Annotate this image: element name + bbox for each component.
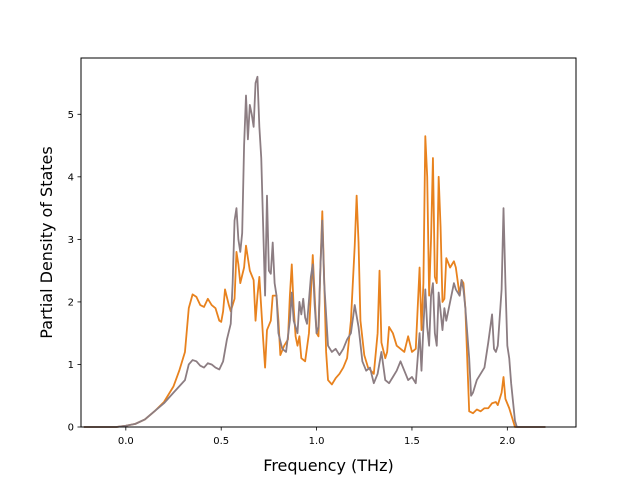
x-tick-label: 0.5 xyxy=(213,436,229,447)
x-tick-label: 0.0 xyxy=(118,436,134,447)
series-line-1 xyxy=(83,135,546,428)
x-tick-label: 1.0 xyxy=(309,436,325,447)
y-tick-label: 0 xyxy=(68,423,74,434)
y-tick-label: 5 xyxy=(68,110,74,121)
y-tick-label: 4 xyxy=(68,172,74,183)
x-tick-label: 1.5 xyxy=(404,436,420,447)
series-line-2 xyxy=(83,75,546,428)
ticks-layer: 0.0 0.5 1.0 1.5 2.0 0 1 2 3 4 5 xyxy=(68,110,516,447)
x-tick-label: 2.0 xyxy=(499,436,515,447)
x-axis-label: Frequency (THz) xyxy=(263,456,393,475)
y-tick-label: 2 xyxy=(68,297,74,308)
plot-frame xyxy=(80,57,577,428)
series-layer xyxy=(83,75,546,428)
plot-area xyxy=(81,58,576,427)
y-tick-label: 1 xyxy=(68,360,74,371)
y-axis-label: Partial Density of States xyxy=(37,146,56,338)
y-tick-label: 3 xyxy=(68,235,74,246)
